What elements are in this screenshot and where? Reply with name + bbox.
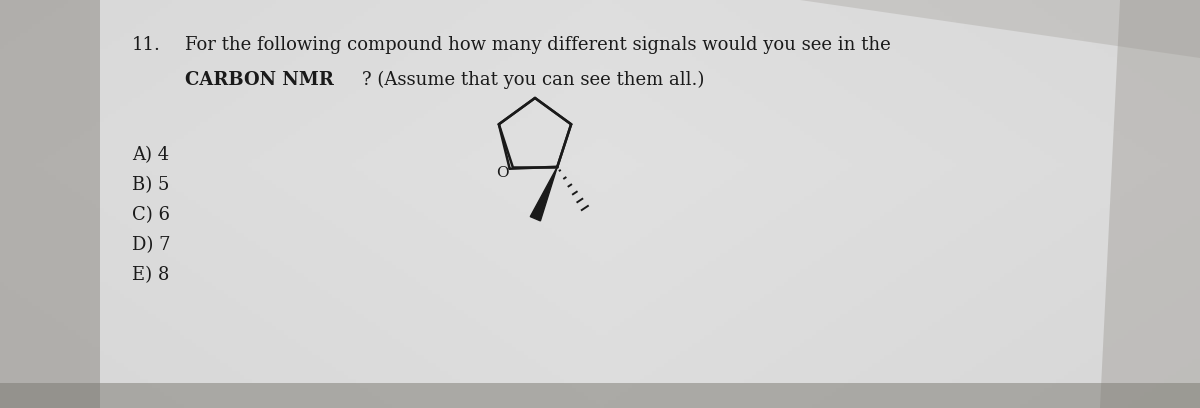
Bar	[0, 0, 100, 408]
Text: 11.: 11.	[132, 36, 161, 54]
Polygon shape	[1100, 0, 1200, 408]
Text: For the following compound how many different signals would you see in the: For the following compound how many diff…	[185, 36, 890, 54]
Text: A) 4: A) 4	[132, 146, 169, 164]
Text: O: O	[497, 166, 509, 180]
Bar	[0, 383, 1200, 408]
Text: ? (Assume that you can see them all.): ? (Assume that you can see them all.)	[362, 71, 704, 89]
Text: C) 6: C) 6	[132, 206, 170, 224]
Text: D) 7: D) 7	[132, 236, 170, 254]
Polygon shape	[800, 0, 1200, 58]
Text: B) 5: B) 5	[132, 176, 169, 194]
Text: E) 8: E) 8	[132, 266, 169, 284]
Text: CARBON NMR: CARBON NMR	[185, 71, 334, 89]
Polygon shape	[530, 167, 557, 221]
